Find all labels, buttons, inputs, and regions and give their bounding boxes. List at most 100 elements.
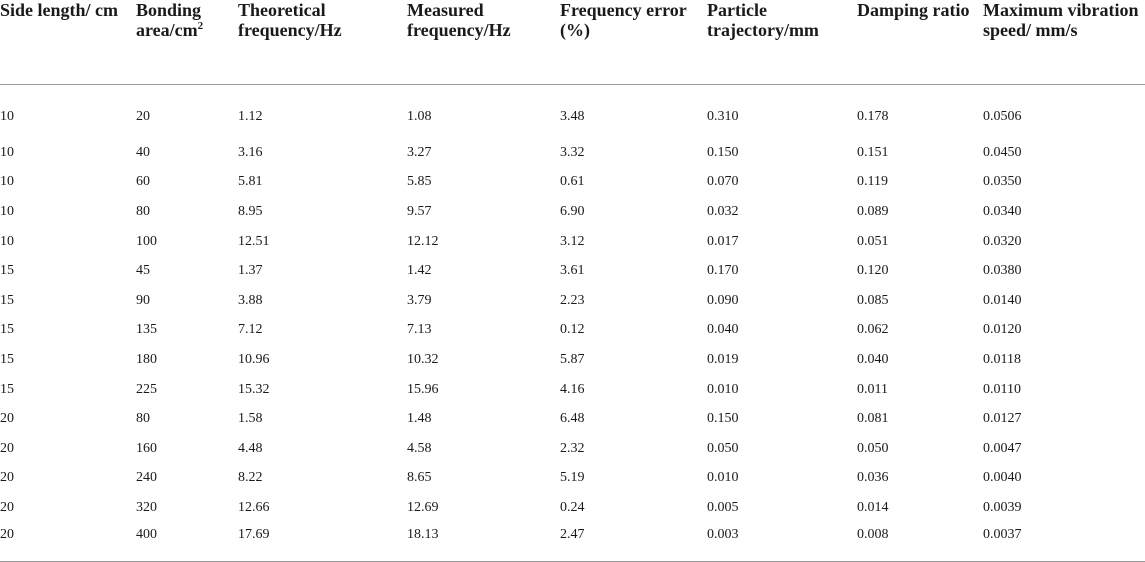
header-label: Frequency error (%) [560, 0, 687, 40]
cell-side-length: 10 [0, 233, 14, 249]
cell-theoretical-frequency: 10.96 [238, 352, 270, 368]
cell-frequency-error: 3.12 [560, 233, 585, 249]
table-row: 20 240 8.22 8.65 5.19 0.010 0.036 0.0040 [0, 464, 1145, 494]
cell-frequency-error: 4.16 [560, 381, 585, 397]
cell-damping-ratio: 0.119 [857, 174, 888, 190]
cell-theoretical-frequency: 3.16 [238, 144, 263, 160]
cell-frequency-error: 2.32 [560, 440, 585, 456]
cell-bonding-area: 80 [136, 204, 150, 220]
header-particle-trajectory: Particle trajectory/mm [707, 0, 857, 85]
cell-theoretical-frequency: 15.32 [238, 381, 270, 397]
cell-damping-ratio: 0.040 [857, 352, 889, 368]
cell-particle-trajectory: 0.090 [707, 292, 739, 308]
header-damping-ratio: Damping ratio [857, 0, 983, 85]
cell-particle-trajectory: 0.017 [707, 233, 739, 249]
cell-max-vibration-speed: 0.0127 [983, 411, 1022, 427]
cell-max-vibration-speed: 0.0040 [983, 470, 1022, 486]
table-header: Side length/ cm Bonding area/cm2 Theoretic… [0, 0, 1145, 85]
header-measured-frequency: Measured frequency/Hz [407, 0, 560, 85]
cell-max-vibration-speed: 0.0118 [983, 352, 1021, 368]
cell-measured-frequency: 9.57 [407, 204, 432, 220]
cell-damping-ratio: 0.050 [857, 440, 889, 456]
cell-damping-ratio: 0.062 [857, 322, 889, 338]
table-row: 15 225 15.32 15.96 4.16 0.010 0.011 0.0110 [0, 375, 1145, 405]
cell-bonding-area: 45 [136, 263, 150, 279]
table-row: 10 20 1.12 1.08 3.48 0.310 0.178 0.0506 [0, 84, 1145, 138]
cell-bonding-area: 180 [136, 352, 157, 368]
cell-side-length: 20 [0, 470, 14, 486]
cell-particle-trajectory: 0.010 [707, 470, 739, 486]
cell-measured-frequency: 1.42 [407, 263, 432, 279]
cell-measured-frequency: 12.12 [407, 233, 439, 249]
cell-theoretical-frequency: 7.12 [238, 322, 263, 338]
cell-side-length: 10 [0, 109, 14, 125]
header-label: Damping ratio [857, 0, 970, 20]
table-row: 20 400 17.69 18.13 2.47 0.003 0.008 0.0037 [0, 522, 1145, 562]
cell-bonding-area: 400 [136, 522, 238, 562]
header-label: Theoretical frequency/Hz [238, 0, 342, 40]
table-row: 10 60 5.81 5.85 0.61 0.070 0.119 0.0350 [0, 168, 1145, 198]
cell-measured-frequency: 3.79 [407, 292, 432, 308]
cell-max-vibration-speed: 0.0506 [983, 109, 1022, 125]
cell-side-length: 15 [0, 322, 14, 338]
header-label: Side length/ cm [0, 0, 119, 20]
cell-max-vibration-speed: 0.0140 [983, 292, 1022, 308]
cell-max-vibration-speed: 0.0320 [983, 233, 1022, 249]
table-row: 10 100 12.51 12.12 3.12 0.017 0.051 0.0320 [0, 227, 1145, 257]
header-row: Side length/ cm Bonding area/cm2 Theoretic… [0, 0, 1145, 85]
cell-particle-trajectory: 0.170 [707, 263, 739, 279]
cell-max-vibration-speed: 0.0380 [983, 263, 1022, 279]
cell-bonding-area: 90 [136, 292, 150, 308]
cell-side-length: 15 [0, 292, 14, 308]
cell-frequency-error: 0.12 [560, 322, 585, 338]
cell-measured-frequency: 1.48 [407, 411, 432, 427]
table-row: 20 80 1.58 1.48 6.48 0.150 0.081 0.0127 [0, 404, 1145, 434]
cell-max-vibration-speed: 0.0047 [983, 440, 1022, 456]
cell-damping-ratio: 0.120 [857, 263, 889, 279]
cell-particle-trajectory: 0.010 [707, 381, 739, 397]
table-row: 15 180 10.96 10.32 5.87 0.019 0.040 0.0118 [0, 345, 1145, 375]
cell-measured-frequency: 5.85 [407, 174, 432, 190]
cell-side-length: 15 [0, 263, 14, 279]
table-row: 20 320 12.66 12.69 0.24 0.005 0.014 0.0039 [0, 493, 1145, 523]
cell-bonding-area: 40 [136, 144, 150, 160]
table-row: 10 80 8.95 9.57 6.90 0.032 0.089 0.0340 [0, 197, 1145, 227]
table-row: 10 40 3.16 3.27 3.32 0.150 0.151 0.0450 [0, 138, 1145, 168]
cell-measured-frequency: 3.27 [407, 144, 432, 160]
cell-max-vibration-speed: 0.0340 [983, 204, 1022, 220]
cell-damping-ratio: 0.011 [857, 381, 888, 397]
header-theoretical-frequency: Theoretical frequency/Hz [238, 0, 407, 85]
cell-damping-ratio: 0.014 [857, 500, 889, 516]
cell-theoretical-frequency: 12.66 [238, 500, 270, 516]
cell-max-vibration-speed: 0.0450 [983, 144, 1022, 160]
cell-bonding-area: 240 [136, 470, 157, 486]
cell-frequency-error: 3.48 [560, 109, 585, 125]
cell-bonding-area: 135 [136, 322, 157, 338]
header-label: Particle trajectory/mm [707, 0, 819, 40]
cell-theoretical-frequency: 4.48 [238, 440, 263, 456]
cell-particle-trajectory: 0.150 [707, 411, 739, 427]
cell-frequency-error: 6.48 [560, 411, 585, 427]
table-row: 15 135 7.12 7.13 0.12 0.040 0.062 0.0120 [0, 316, 1145, 346]
cell-particle-trajectory: 0.070 [707, 174, 739, 190]
cell-bonding-area: 320 [136, 500, 157, 516]
cell-measured-frequency: 15.96 [407, 381, 439, 397]
table-row: 15 45 1.37 1.42 3.61 0.170 0.120 0.0380 [0, 256, 1145, 286]
cell-theoretical-frequency: 17.69 [238, 522, 407, 562]
table-body: 10 20 1.12 1.08 3.48 0.310 0.178 0.0506 10 40 3.16… [0, 84, 1145, 562]
cell-theoretical-frequency: 1.37 [238, 263, 263, 279]
cell-bonding-area: 100 [136, 233, 157, 249]
cell-theoretical-frequency: 3.88 [238, 292, 263, 308]
cell-frequency-error: 0.61 [560, 174, 585, 190]
cell-damping-ratio: 0.008 [857, 522, 983, 562]
cell-frequency-error: 5.19 [560, 470, 585, 486]
cell-frequency-error: 2.47 [560, 522, 707, 562]
cell-measured-frequency: 1.08 [407, 109, 432, 125]
cell-side-length: 10 [0, 174, 14, 190]
cell-particle-trajectory: 0.040 [707, 322, 739, 338]
cell-theoretical-frequency: 1.12 [238, 109, 263, 125]
cell-frequency-error: 3.61 [560, 263, 585, 279]
cell-max-vibration-speed: 0.0120 [983, 322, 1022, 338]
cell-frequency-error: 5.87 [560, 352, 585, 368]
table-row: 20 160 4.48 4.58 2.32 0.050 0.050 0.0047 [0, 434, 1145, 464]
